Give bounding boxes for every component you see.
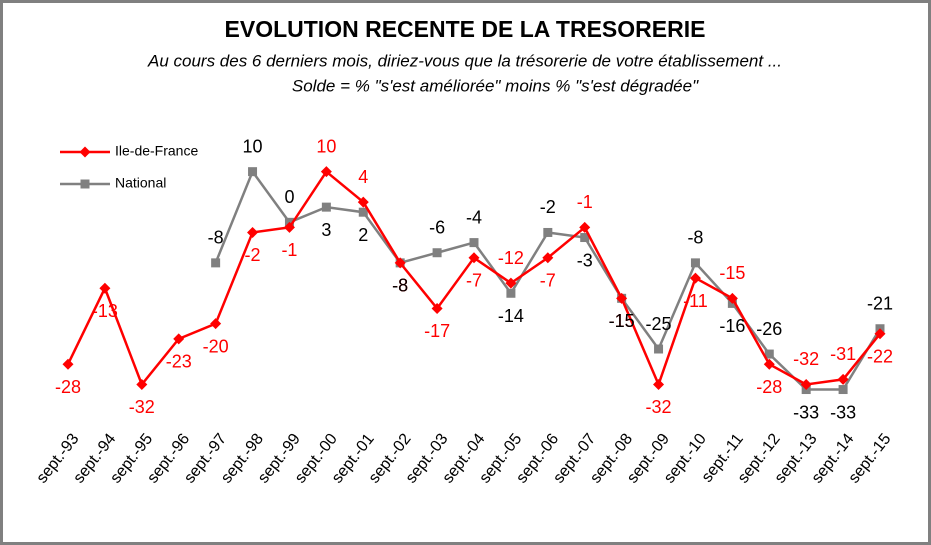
- marker: [874, 328, 886, 340]
- chart-title: EVOLUTION RECENTE DE LA TRESORERIE: [225, 16, 706, 42]
- marker: [468, 252, 480, 264]
- data-label: -2: [540, 197, 556, 217]
- data-label: -2: [245, 245, 261, 265]
- data-label: -7: [540, 271, 556, 291]
- chart-subtitle: Solde = % "s'est améliorée" moins % "s'e…: [292, 76, 699, 95]
- marker: [838, 385, 848, 395]
- data-label: -11: [683, 291, 708, 311]
- data-label: -22: [867, 347, 893, 367]
- data-label: -32: [793, 349, 819, 369]
- data-label: -8: [208, 228, 224, 248]
- marker: [763, 358, 775, 370]
- data-label: -8: [392, 276, 408, 296]
- data-label: -8: [687, 228, 703, 248]
- marker: [654, 344, 664, 354]
- marker: [800, 378, 812, 390]
- legend-marker: [79, 146, 91, 158]
- data-label: 4: [358, 167, 368, 187]
- marker: [321, 202, 331, 212]
- marker: [469, 238, 479, 248]
- data-label: -14: [498, 306, 524, 326]
- marker: [542, 252, 554, 264]
- data-label: 2: [358, 225, 368, 245]
- marker: [248, 167, 258, 177]
- marker: [616, 292, 628, 304]
- data-label: -7: [466, 271, 482, 291]
- data-label: -26: [756, 319, 782, 339]
- data-label: -23: [166, 352, 192, 372]
- marker: [431, 302, 443, 314]
- data-label: -32: [646, 397, 672, 417]
- data-label: -13: [92, 301, 118, 321]
- marker: [580, 233, 590, 243]
- marker: [136, 378, 148, 390]
- legend-marker: [80, 179, 90, 189]
- data-label: -3: [577, 250, 593, 270]
- marker: [357, 196, 369, 208]
- marker: [99, 282, 111, 294]
- marker: [247, 226, 259, 238]
- data-label: -31: [830, 344, 856, 364]
- data-label: 10: [316, 136, 336, 156]
- data-label: -4: [466, 207, 482, 227]
- legend-label: National: [115, 175, 166, 191]
- data-label: -28: [756, 377, 782, 397]
- data-label: -6: [429, 217, 445, 237]
- marker: [211, 258, 221, 268]
- data-label: -15: [609, 311, 635, 331]
- data-label: -16: [719, 316, 745, 336]
- legend-label: Ile-de-France: [115, 143, 198, 159]
- marker: [62, 358, 74, 370]
- data-label: -32: [129, 397, 155, 417]
- marker: [283, 221, 295, 233]
- marker: [358, 207, 368, 217]
- marker: [505, 277, 517, 289]
- marker: [173, 333, 185, 345]
- data-label: -17: [424, 321, 450, 341]
- data-label: -8: [392, 276, 408, 296]
- data-label: -25: [646, 314, 672, 334]
- marker: [579, 221, 591, 233]
- marker: [543, 227, 553, 237]
- chart-subtitle: Au cours des 6 derniers mois, diriez-vou…: [147, 51, 782, 70]
- data-label: 3: [321, 220, 331, 240]
- data-label: -33: [830, 402, 856, 422]
- data-label: -1: [577, 192, 593, 212]
- marker: [837, 373, 849, 385]
- data-label: -12: [498, 248, 524, 268]
- data-label: -20: [203, 336, 229, 356]
- marker: [210, 318, 222, 330]
- marker: [726, 292, 738, 304]
- data-label: -1: [281, 240, 297, 260]
- data-label: -15: [719, 263, 745, 283]
- marker: [394, 257, 406, 269]
- marker: [506, 288, 516, 298]
- marker: [653, 378, 665, 390]
- marker: [689, 272, 701, 284]
- data-label: -21: [867, 293, 893, 313]
- marker: [432, 248, 442, 258]
- data-label: -33: [793, 402, 819, 422]
- data-label: 0: [284, 187, 294, 207]
- data-label: 10: [243, 136, 263, 156]
- data-label: -28: [55, 377, 81, 397]
- marker: [690, 258, 700, 268]
- marker: [764, 349, 774, 359]
- data-label: -15: [609, 311, 635, 331]
- marker: [320, 166, 332, 178]
